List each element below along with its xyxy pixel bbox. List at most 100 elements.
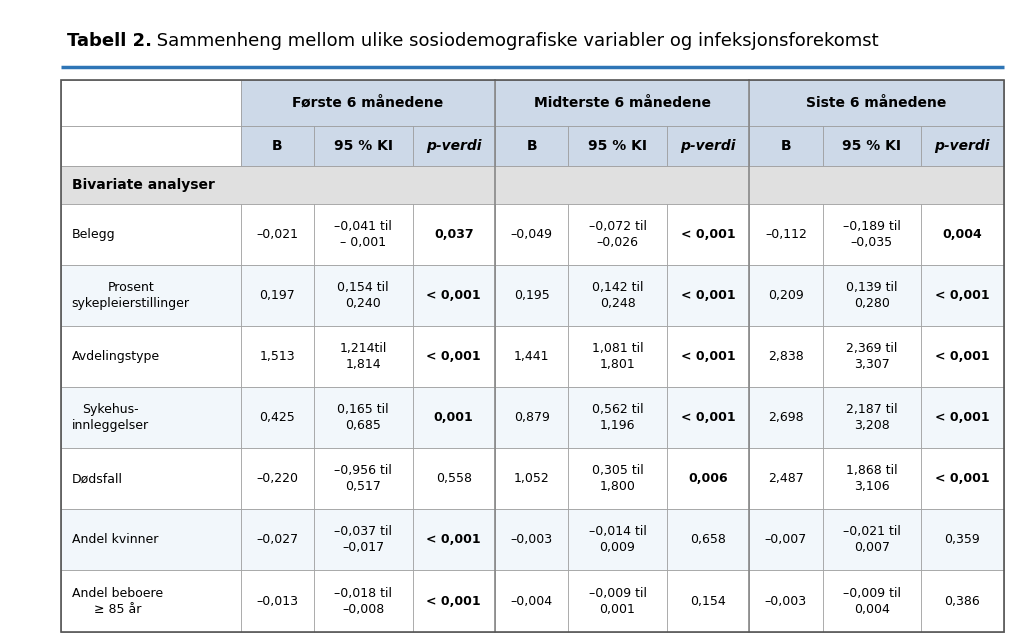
- Bar: [61, 265, 1004, 326]
- Text: Tabell 2.: Tabell 2.: [67, 32, 152, 50]
- Text: 1,081 til
1,801: 1,081 til 1,801: [592, 342, 643, 371]
- Text: 0,879: 0,879: [514, 411, 550, 424]
- Bar: [61, 387, 241, 448]
- Bar: [61, 326, 1004, 387]
- Bar: [822, 204, 922, 265]
- Text: –0,013: –0,013: [256, 595, 298, 607]
- Text: –0,037 til
–0,017: –0,037 til –0,017: [334, 525, 392, 555]
- Text: –0,220: –0,220: [256, 473, 298, 485]
- Text: 95 % KI: 95 % KI: [588, 139, 647, 153]
- Bar: [568, 387, 667, 448]
- Bar: [750, 265, 822, 326]
- Text: 2,698: 2,698: [768, 411, 804, 424]
- Text: p-verdi: p-verdi: [935, 139, 990, 153]
- Text: 0,425: 0,425: [259, 411, 295, 424]
- Bar: [922, 265, 1004, 326]
- Bar: [314, 509, 413, 570]
- Text: Andel beboere
≥ 85 år: Andel beboere ≥ 85 år: [72, 586, 163, 616]
- Bar: [922, 126, 1004, 166]
- Bar: [413, 509, 495, 570]
- Bar: [568, 126, 667, 166]
- Bar: [413, 387, 495, 448]
- Bar: [314, 326, 413, 387]
- Text: –0,189 til
–0,035: –0,189 til –0,035: [843, 220, 901, 249]
- Bar: [241, 509, 314, 570]
- Text: 0,139 til
0,280: 0,139 til 0,280: [846, 281, 898, 310]
- Text: 0,154: 0,154: [690, 595, 726, 607]
- Text: 0,001: 0,001: [434, 411, 473, 424]
- Text: Belegg: Belegg: [72, 228, 116, 241]
- Bar: [241, 265, 314, 326]
- Text: 0,142 til
0,248: 0,142 til 0,248: [592, 281, 643, 310]
- Bar: [495, 570, 568, 632]
- Bar: [822, 570, 922, 632]
- Bar: [667, 326, 750, 387]
- Text: 0,154 til
0,240: 0,154 til 0,240: [338, 281, 389, 310]
- Bar: [922, 204, 1004, 265]
- Text: < 0,001: < 0,001: [935, 289, 989, 302]
- Bar: [822, 387, 922, 448]
- Bar: [61, 570, 1004, 632]
- Text: 0,558: 0,558: [436, 473, 472, 485]
- Text: Andel kvinner: Andel kvinner: [72, 534, 158, 546]
- Bar: [822, 509, 922, 570]
- Text: < 0,001: < 0,001: [426, 289, 481, 302]
- Text: –0,021 til
0,007: –0,021 til 0,007: [843, 525, 901, 555]
- Text: 0,197: 0,197: [259, 289, 295, 302]
- Text: 1,214til
1,814: 1,214til 1,814: [340, 342, 387, 371]
- Bar: [61, 80, 1004, 632]
- Text: –0,027: –0,027: [256, 534, 298, 546]
- Text: 0,209: 0,209: [768, 289, 804, 302]
- Bar: [61, 204, 1004, 265]
- Bar: [568, 570, 667, 632]
- Bar: [241, 387, 314, 448]
- Text: 0,658: 0,658: [690, 534, 726, 546]
- Bar: [314, 387, 413, 448]
- Bar: [314, 265, 413, 326]
- Bar: [61, 326, 241, 387]
- Bar: [568, 509, 667, 570]
- Text: Prosent
sykepleierstillinger: Prosent sykepleierstillinger: [72, 281, 189, 310]
- Bar: [822, 448, 922, 509]
- Text: < 0,001: < 0,001: [426, 534, 481, 546]
- Bar: [314, 204, 413, 265]
- Bar: [413, 126, 495, 166]
- Text: B: B: [780, 139, 792, 153]
- Text: 1,052: 1,052: [514, 473, 550, 485]
- Text: 1,441: 1,441: [514, 350, 549, 363]
- Text: 0,386: 0,386: [944, 595, 980, 607]
- Text: < 0,001: < 0,001: [935, 473, 989, 485]
- Bar: [495, 80, 750, 126]
- Bar: [61, 126, 1004, 166]
- Bar: [61, 509, 1004, 570]
- Bar: [241, 204, 314, 265]
- Text: –0,049: –0,049: [511, 228, 553, 241]
- Text: Siste 6 månedene: Siste 6 månedene: [806, 95, 946, 110]
- Text: Dødsfall: Dødsfall: [72, 473, 123, 485]
- Bar: [750, 126, 822, 166]
- Text: –0,018 til
–0,008: –0,018 til –0,008: [334, 586, 392, 616]
- Bar: [413, 570, 495, 632]
- Bar: [61, 570, 241, 632]
- Bar: [495, 265, 568, 326]
- Text: 0,359: 0,359: [944, 534, 980, 546]
- Bar: [413, 326, 495, 387]
- Text: 0,305 til
1,800: 0,305 til 1,800: [592, 464, 643, 494]
- Bar: [750, 326, 822, 387]
- Text: 0,004: 0,004: [942, 228, 982, 241]
- Text: –0,112: –0,112: [765, 228, 807, 241]
- Bar: [750, 448, 822, 509]
- Text: –0,956 til
0,517: –0,956 til 0,517: [334, 464, 392, 494]
- Text: Sykehus-
innleggelser: Sykehus- innleggelser: [72, 403, 148, 432]
- Text: –0,003: –0,003: [765, 595, 807, 607]
- Bar: [61, 204, 241, 265]
- Text: B: B: [272, 139, 283, 153]
- Text: –0,003: –0,003: [511, 534, 553, 546]
- Bar: [667, 126, 750, 166]
- Bar: [413, 265, 495, 326]
- Text: 1,513: 1,513: [259, 350, 295, 363]
- Bar: [667, 448, 750, 509]
- Bar: [922, 326, 1004, 387]
- Bar: [495, 509, 568, 570]
- Text: B: B: [526, 139, 537, 153]
